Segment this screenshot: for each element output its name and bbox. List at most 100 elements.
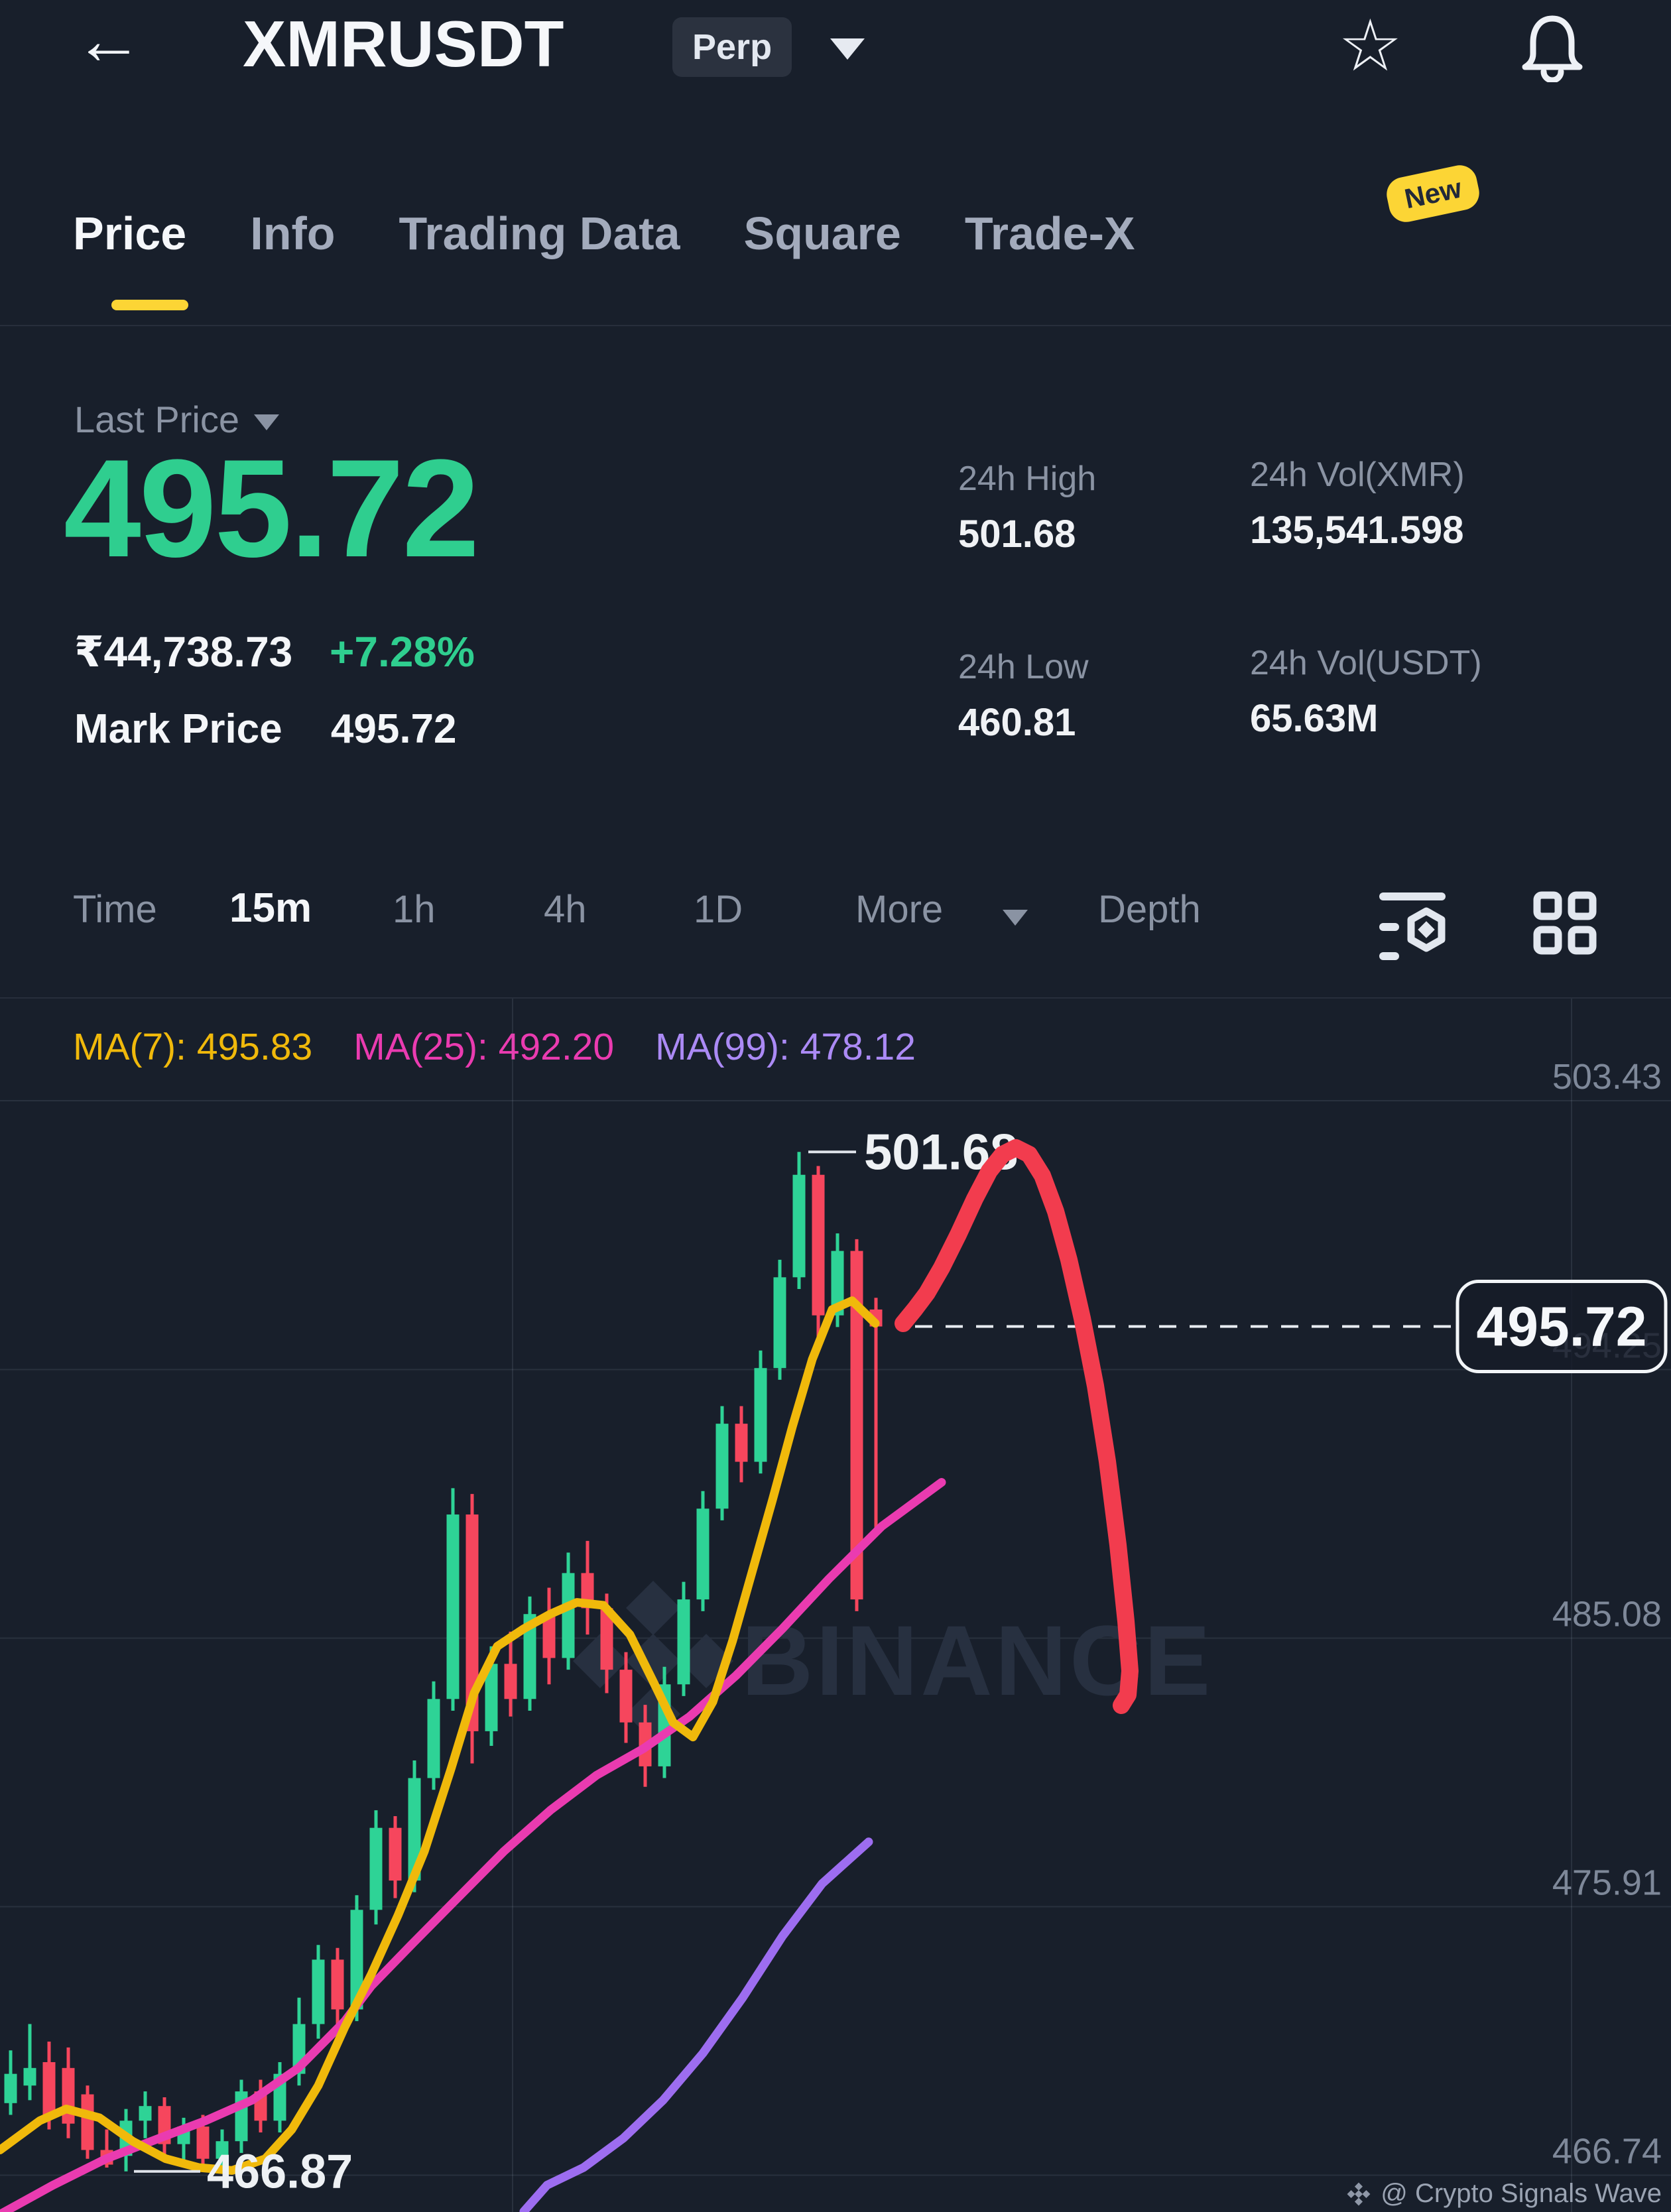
stat-24h-vol-usdt: 24h Vol(USDT) 65.63M	[1250, 643, 1482, 741]
stat-value: 501.68	[958, 513, 1076, 556]
candle-body	[62, 2067, 75, 2124]
candle-body	[812, 1174, 825, 1316]
ma7-line	[0, 1296, 880, 2175]
candle-body	[4, 2073, 17, 2103]
attribution-text: @ Crypto Signals Wave	[1381, 2179, 1662, 2208]
stat-label: 24h Vol(XMR)	[1250, 456, 1465, 494]
last-price-value: 495.72	[64, 430, 479, 586]
candle-body	[831, 1251, 844, 1316]
fiat-change-row: ₹44,738.73 +7.28%	[74, 627, 475, 677]
mark-price-value: 495.72	[330, 706, 457, 752]
alert-bell-icon[interactable]	[1516, 13, 1589, 86]
last-price-tag-text: 495.72	[1477, 1296, 1647, 1358]
new-badge: New	[1383, 162, 1483, 225]
stat-label: 24h High	[958, 460, 1097, 498]
candle-body	[389, 1827, 402, 1881]
toolbar-divider	[0, 997, 1671, 999]
tab-trading-data[interactable]: Trading Data	[399, 208, 680, 259]
more-caret-icon	[1003, 910, 1028, 926]
candle-body	[81, 2094, 94, 2150]
drawn-signal-line	[895, 1139, 1139, 1714]
indicator-settings-icon[interactable]	[1379, 890, 1448, 969]
active-tab-underline	[111, 300, 188, 310]
tabs-divider	[0, 325, 1671, 326]
stat-label: 24h Low	[958, 648, 1089, 686]
favorite-star-icon[interactable]: ☆	[1338, 5, 1402, 86]
candle-body	[792, 1174, 806, 1278]
candle-body	[427, 1699, 440, 1778]
candle-body	[350, 1910, 363, 2010]
last-price-tag-box	[1455, 1280, 1668, 1374]
interval-more[interactable]: More	[855, 888, 944, 931]
tab-info[interactable]: Info	[250, 208, 336, 259]
y-axis-label: 466.74	[1552, 2131, 1662, 2171]
candle-body	[735, 1424, 748, 1462]
y-axis-label: 485.08	[1552, 1594, 1662, 1634]
ma99-line	[519, 1837, 873, 2212]
interval-1h[interactable]: 1h	[393, 888, 436, 931]
interval-1d[interactable]: 1D	[694, 888, 743, 931]
candle-body	[196, 2126, 210, 2159]
candle-body	[677, 1599, 690, 1685]
candle-body	[542, 1614, 556, 1658]
y-axis-label: 503.43	[1552, 1057, 1662, 1097]
change-percent: +7.28%	[330, 628, 475, 676]
ma99-legend: MA(99): 478.12	[655, 1026, 916, 1068]
stat-24h-high: 24h High 501.68	[958, 459, 1096, 556]
symbol-dropdown-icon[interactable]	[830, 38, 865, 60]
interval-15m[interactable]: 15m	[229, 885, 312, 931]
candle-body	[139, 2106, 152, 2121]
candle-body	[562, 1573, 575, 1658]
candle-body	[42, 2061, 56, 2115]
candle-body	[523, 1614, 536, 1699]
interval-4h[interactable]: 4h	[544, 888, 587, 931]
back-icon[interactable]: ←	[74, 2, 143, 79]
candle-body	[696, 1508, 710, 1600]
mark-price-row: Mark Price 495.72	[74, 706, 457, 753]
tab-square[interactable]: Square	[743, 208, 901, 259]
time-label: Time	[73, 888, 157, 931]
symbol-title: XMRUSDT	[243, 7, 564, 80]
layout-grid-icon[interactable]	[1533, 891, 1597, 958]
fiat-value: ₹44,738.73	[74, 628, 293, 676]
ma25-line	[0, 1478, 946, 2212]
tab-bar: Price Info Trading Data Square Trade-X	[73, 207, 1135, 260]
candle-body	[216, 2141, 229, 2159]
tab-price[interactable]: Price	[73, 208, 187, 259]
ma-legend: MA(7): 495.83 MA(25): 492.20 MA(99): 478…	[73, 1025, 957, 1069]
stat-label: 24h Vol(USDT)	[1250, 644, 1482, 682]
candle-body	[773, 1277, 786, 1369]
candle-body	[408, 1778, 421, 1881]
stat-24h-low: 24h Low 460.81	[958, 647, 1089, 745]
candle-body	[465, 1514, 479, 1731]
last-price-label: Last Price	[74, 399, 239, 440]
depth-button[interactable]: Depth	[1098, 888, 1201, 931]
y-axis-label: 475.91	[1552, 1863, 1662, 1902]
candle-body	[619, 1670, 633, 1723]
ma7-legend: MA(7): 495.83	[73, 1026, 313, 1068]
contract-type-badge: Perp	[672, 17, 792, 77]
binance-logo-icon	[1347, 2182, 1371, 2205]
stat-value: 460.81	[958, 701, 1076, 744]
stat-24h-vol-xmr: 24h Vol(XMR) 135,541.598	[1250, 455, 1465, 552]
ma25-legend: MA(25): 492.20	[353, 1026, 615, 1068]
attribution: @ Crypto Signals Wave	[1346, 2179, 1662, 2209]
candle-body	[715, 1424, 729, 1509]
stat-value: 135,541.598	[1250, 509, 1464, 552]
candle-body	[600, 1608, 613, 1670]
candle-body	[312, 1959, 325, 2024]
last-price-selector[interactable]: Last Price	[74, 398, 279, 441]
candle-body	[504, 1664, 517, 1699]
candle-body	[331, 1959, 344, 2010]
mark-price-label: Mark Price	[74, 706, 282, 752]
candle-body	[485, 1664, 498, 1731]
tab-trade-x[interactable]: Trade-X	[964, 208, 1135, 259]
candle-body	[369, 1827, 383, 1910]
price-chart[interactable]: BINANCE503.43494.25485.08475.91466.74501…	[0, 999, 1671, 2212]
stat-value: 65.63M	[1250, 697, 1379, 740]
candle-body	[850, 1251, 863, 1600]
low-tag-text: 466.87	[207, 2146, 353, 2199]
watermark-text: BINANCE	[741, 1605, 1213, 1716]
candle-body	[754, 1368, 767, 1462]
